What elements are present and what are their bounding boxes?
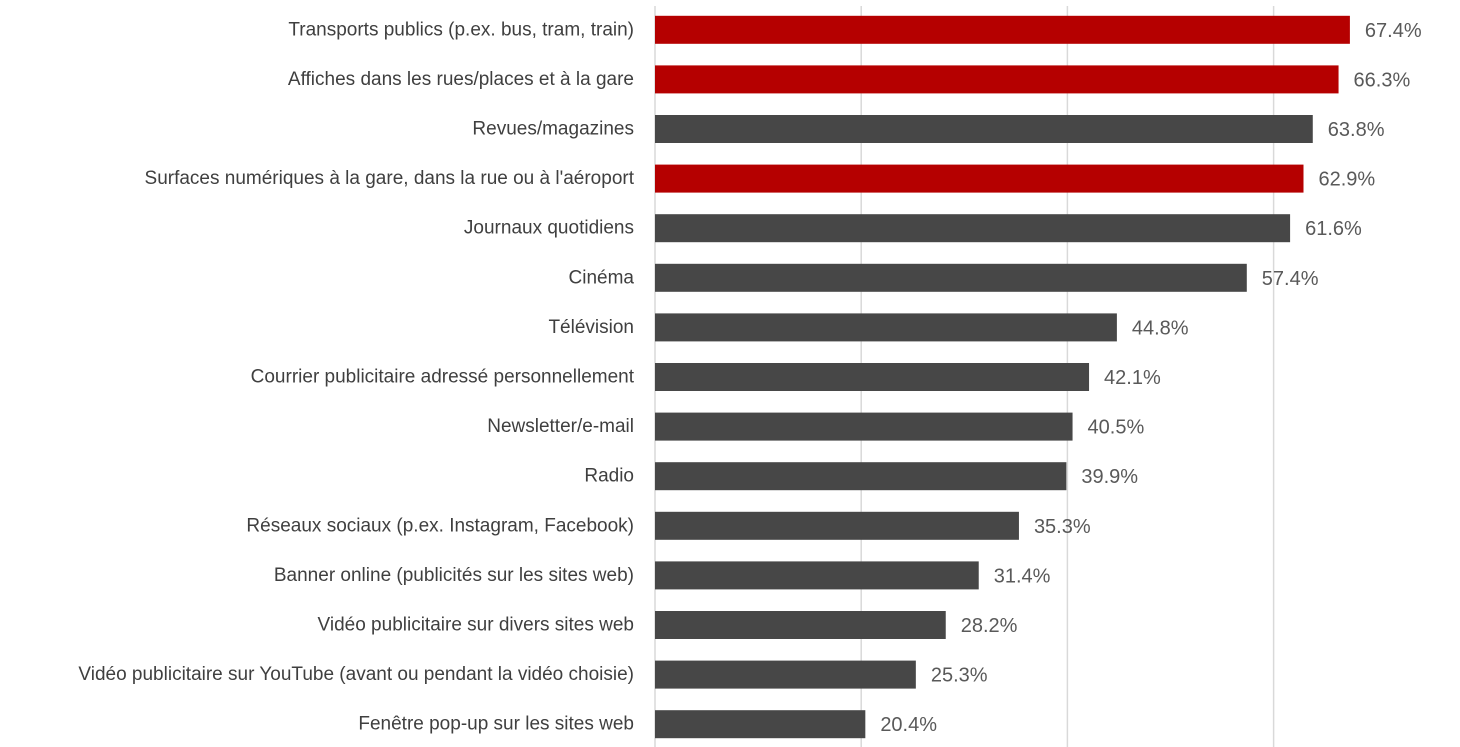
data-label: 35.3% — [1034, 516, 1091, 538]
bar — [655, 710, 866, 739]
data-label: 28.2% — [961, 615, 1018, 637]
data-label: 25.3% — [931, 665, 988, 687]
value-labels: 67.4% 66.3% 63.8% 62.9% 61.6% 57.4% 44.8% 42.1%… — [880, 20, 1421, 736]
bar — [655, 561, 979, 590]
data-label: 63.8% — [1328, 119, 1385, 141]
bar — [655, 462, 1067, 491]
data-label: 66.3% — [1354, 69, 1411, 91]
data-label: 57.4% — [1262, 268, 1319, 290]
data-label: 62.9% — [1318, 169, 1375, 191]
category-label: Surfaces numériques à la gare, dans la r… — [145, 168, 635, 189]
bar — [655, 412, 1073, 441]
data-label: 44.8% — [1132, 317, 1189, 339]
bar — [655, 15, 1350, 44]
category-label: Courrier publicitaire adressé personnell… — [251, 367, 635, 388]
data-label: 42.1% — [1104, 367, 1161, 389]
category-label: Cinéma — [569, 267, 635, 288]
bar — [655, 611, 946, 639]
bar — [655, 115, 1313, 143]
data-label: 40.5% — [1088, 417, 1145, 439]
category-label: Télévision — [548, 317, 634, 338]
bar — [655, 214, 1291, 243]
category-label: Vidéo publicitaire sur divers sites web — [318, 615, 634, 636]
bar — [655, 660, 916, 689]
bar — [655, 263, 1247, 292]
category-label: Radio — [584, 466, 634, 487]
data-label: 61.6% — [1305, 218, 1362, 240]
data-label: 31.4% — [994, 565, 1051, 587]
data-label: 20.4% — [880, 714, 937, 736]
category-label: Vidéo publicitaire sur YouTube (avant ou… — [78, 664, 634, 685]
category-labels: Transports publics (p.ex. bus, tram, tra… — [78, 19, 634, 734]
bars — [655, 15, 1350, 739]
data-label: 39.9% — [1081, 466, 1138, 488]
bar — [655, 313, 1117, 342]
category-label: Transports publics (p.ex. bus, tram, tra… — [288, 19, 634, 40]
category-label: Fenêtre pop-up sur les sites web — [358, 714, 634, 735]
bar — [655, 363, 1090, 391]
category-label: Journaux quotidiens — [464, 218, 634, 239]
category-label: Affiches dans les rues/places et à la ga… — [288, 69, 634, 90]
category-label: Newsletter/e-mail — [487, 416, 634, 437]
category-label: Banner online (publicités sur les sites … — [274, 565, 634, 586]
bar — [655, 65, 1339, 94]
data-label: 67.4% — [1365, 20, 1422, 42]
category-label: Réseaux sociaux (p.ex. Instagram, Facebo… — [246, 515, 634, 536]
bar — [655, 511, 1019, 540]
category-label: Revues/magazines — [472, 119, 634, 140]
bar — [655, 164, 1304, 193]
